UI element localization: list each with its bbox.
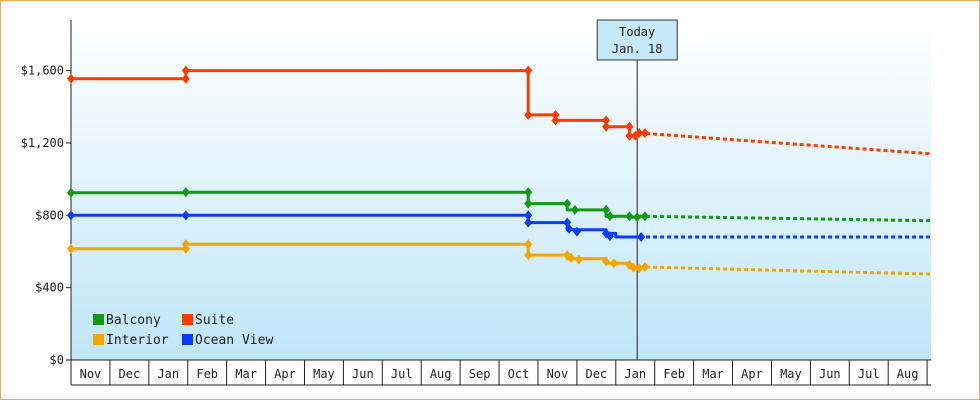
data-point-suite [524, 65, 533, 76]
data-point-interior [524, 239, 533, 250]
data-point-balcony [602, 204, 611, 215]
data-point-ocean-view [524, 210, 533, 221]
data-point-balcony [640, 211, 649, 222]
data-point-interior [629, 262, 638, 273]
x-tick-label: Feb [663, 367, 685, 381]
series-ocean-view [67, 210, 931, 243]
y-tick-label: $0 [50, 353, 64, 367]
x-tick-label: Nov [547, 367, 569, 381]
data-point-balcony [570, 204, 579, 215]
x-tick-label: Aug [430, 367, 452, 381]
legend-label-ocean-view: Ocean View [195, 333, 273, 348]
legend-label-suite: Suite [195, 313, 234, 328]
data-point-suite [635, 128, 644, 139]
data-point-interior [524, 250, 533, 261]
y-tick-label: $1,600 [21, 64, 64, 78]
x-tick-label: Sep [469, 367, 491, 381]
series-balcony [67, 187, 932, 223]
data-point-suite [551, 109, 560, 120]
y-tick-label: $400 [35, 281, 64, 295]
data-point-interior [640, 261, 649, 272]
legend-swatch-balcony [93, 314, 104, 325]
x-tick-label: Apr [741, 367, 763, 381]
data-point-balcony [67, 187, 75, 198]
legend-label-interior: Interior [106, 333, 169, 348]
x-tick-label: Jul [391, 367, 413, 381]
x-tick-label: Dec [585, 367, 607, 381]
data-point-ocean-view [605, 231, 614, 242]
series-interior [67, 239, 932, 276]
y-tick-label: $1,200 [21, 136, 64, 150]
data-point-suite [625, 121, 634, 132]
x-tick-label: Mar [235, 367, 257, 381]
data-point-suite [602, 121, 611, 132]
data-point-interior [567, 252, 576, 263]
data-point-interior [602, 256, 611, 267]
data-point-ocean-view [572, 226, 581, 237]
data-point-ocean-view [637, 232, 646, 243]
data-point-balcony [563, 198, 572, 209]
data-point-suite [524, 109, 533, 120]
today-date: Jan. 18 [612, 42, 663, 56]
data-point-ocean-view [181, 210, 190, 221]
data-point-balcony [524, 187, 533, 198]
x-tick-label: May [313, 367, 335, 381]
x-tick-label: Jan [624, 367, 646, 381]
x-tick-label: Nov [80, 367, 102, 381]
x-tick-label: Jul [858, 367, 880, 381]
data-point-suite [67, 73, 75, 84]
x-tick-label: Dec [119, 367, 141, 381]
x-tick-label: Mar [702, 367, 724, 381]
x-tick-label: Oct [508, 367, 530, 381]
data-point-suite [602, 115, 611, 126]
data-point-suite [181, 65, 190, 76]
data-point-suite [640, 128, 649, 139]
x-tick-label: Feb [196, 367, 218, 381]
x-tick-label: Jun [352, 367, 374, 381]
data-point-interior [181, 239, 190, 250]
data-point-ocean-view [565, 223, 574, 234]
x-tick-label: Aug [897, 367, 919, 381]
legend-swatch-suite [182, 314, 193, 325]
data-point-balcony [605, 211, 614, 222]
data-point-suite [551, 115, 560, 126]
data-point-suite [181, 73, 190, 84]
data-point-ocean-view [67, 210, 75, 221]
y-tick-label: $800 [35, 208, 64, 222]
x-tick-label: Jun [819, 367, 841, 381]
data-point-interior [635, 263, 644, 274]
data-point-balcony [625, 211, 634, 222]
plot-background [71, 20, 931, 360]
data-point-balcony [633, 212, 642, 223]
data-point-interior [574, 254, 583, 265]
today-box [596, 19, 678, 61]
data-point-interior [67, 243, 75, 254]
x-tick-label: Apr [274, 367, 296, 381]
x-tick-label: May [780, 367, 802, 381]
series-suite [67, 65, 932, 156]
data-point-balcony [181, 187, 190, 198]
data-point-ocean-view [524, 217, 533, 228]
legend-swatch-ocean-view [182, 334, 193, 345]
legend-swatch-interior [93, 334, 104, 345]
legend-label-balcony: Balcony [106, 313, 161, 328]
today-label: Today [619, 25, 655, 39]
data-point-interior [609, 258, 618, 269]
data-point-suite [625, 130, 634, 141]
x-tick-label: Jan [157, 367, 179, 381]
data-point-balcony [524, 198, 533, 209]
